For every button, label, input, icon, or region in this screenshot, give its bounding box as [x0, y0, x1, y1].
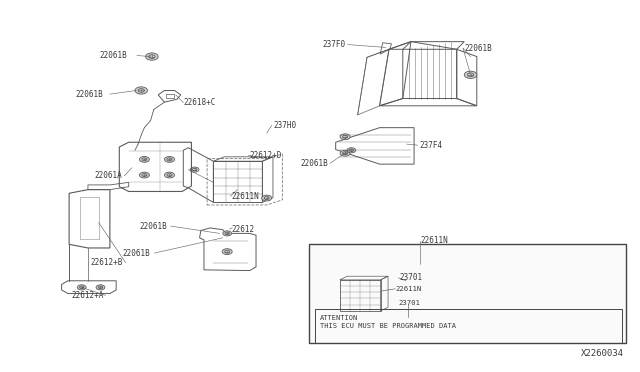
Circle shape [164, 172, 175, 178]
Circle shape [164, 157, 175, 162]
Text: THIS ECU MUST BE PROGRAMMED DATA: THIS ECU MUST BE PROGRAMMED DATA [320, 323, 456, 329]
Circle shape [340, 150, 350, 156]
Circle shape [140, 157, 149, 162]
Text: X2260034: X2260034 [581, 349, 624, 358]
Text: 22061B: 22061B [140, 222, 167, 231]
Circle shape [262, 195, 272, 201]
Text: 22612+B: 22612+B [90, 258, 122, 267]
Circle shape [340, 134, 350, 140]
Text: 22061A: 22061A [95, 171, 122, 180]
Text: 22061B: 22061B [76, 90, 103, 99]
Circle shape [146, 53, 158, 60]
Text: 22611N: 22611N [231, 192, 259, 201]
Circle shape [222, 249, 232, 254]
Circle shape [77, 285, 86, 290]
Circle shape [140, 172, 149, 178]
Text: 23701: 23701 [399, 273, 423, 282]
Text: 22612+A: 22612+A [71, 291, 104, 300]
Text: 22061B: 22061B [300, 159, 328, 168]
Circle shape [223, 231, 232, 236]
Text: 237F4: 237F4 [419, 141, 442, 150]
Text: 23701: 23701 [398, 300, 420, 307]
Text: 237F0: 237F0 [322, 40, 345, 49]
Text: 22618+C: 22618+C [184, 98, 216, 107]
Text: ATTENTION: ATTENTION [320, 315, 358, 321]
Text: 22612: 22612 [231, 225, 254, 234]
Bar [309, 244, 626, 343]
Circle shape [190, 167, 199, 172]
Text: 22061B: 22061B [100, 51, 127, 60]
Text: 22612+D: 22612+D [250, 151, 282, 160]
Circle shape [96, 285, 105, 290]
Text: 22061B: 22061B [123, 248, 150, 257]
Text: 237H0: 237H0 [273, 121, 296, 130]
Circle shape [135, 87, 148, 94]
Circle shape [464, 71, 477, 78]
Circle shape [347, 148, 356, 153]
Bar [315, 309, 622, 343]
Text: 22061B: 22061B [464, 44, 492, 53]
Text: 22611N: 22611N [396, 286, 422, 292]
Text: 22611N: 22611N [420, 236, 448, 245]
